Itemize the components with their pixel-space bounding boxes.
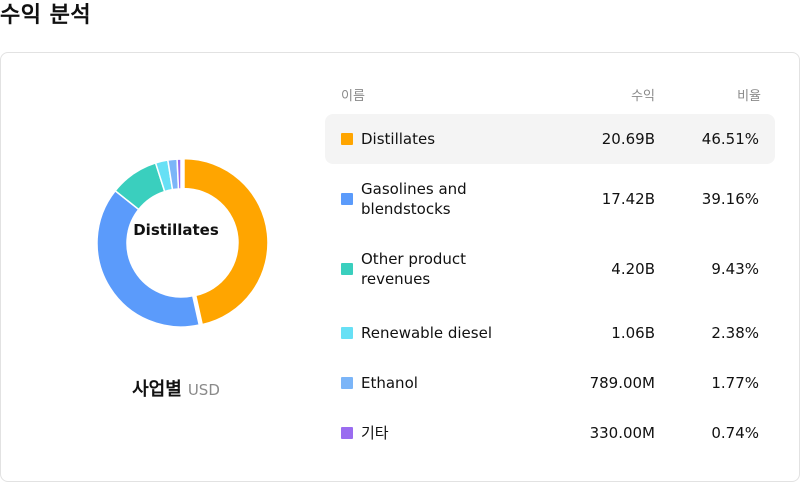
legend-swatch <box>341 133 353 145</box>
row-name: 기타 <box>361 424 389 442</box>
row-name: Other product revenues <box>361 250 467 288</box>
donut-center-label: Distillates <box>133 221 219 239</box>
row-revenue: 1.06B <box>611 324 655 342</box>
row-revenue: 4.20B <box>611 260 655 278</box>
row-revenue: 330.00M <box>589 424 655 442</box>
row-name: Ethanol <box>361 374 418 392</box>
chart-caption: 사업별 USD <box>1 375 351 401</box>
header-name: 이름 <box>341 89 365 104</box>
page-title: 수익 분석 <box>0 3 92 28</box>
header-share: 비율 <box>737 89 761 104</box>
row-revenue: 17.42B <box>601 190 655 208</box>
chart-caption-currency: USD <box>187 381 220 399</box>
row-share: 46.51% <box>701 130 759 148</box>
table-header: 이름 수익 비율 <box>325 85 777 105</box>
table-row[interactable]: Ethanol 789.00M 1.77% <box>325 358 775 408</box>
legend-swatch <box>341 193 353 205</box>
table-row[interactable]: Distillates 20.69B 46.51% <box>325 114 775 164</box>
table-row[interactable]: 기타 330.00M 0.74% <box>325 408 775 458</box>
row-share: 39.16% <box>701 190 759 208</box>
row-share: 0.74% <box>711 424 759 442</box>
row-name: Renewable diesel <box>361 324 492 342</box>
donut-slice[interactable] <box>176 158 182 190</box>
donut-chart[interactable]: Distillates <box>81 143 281 343</box>
revenue-card: Distillates 사업별 USD 이름 수익 비율 Distillates 2… <box>0 52 800 482</box>
header-revenue: 수익 <box>631 89 655 104</box>
table-row[interactable]: Gasolines and blendstocks 17.42B 39.16% <box>325 174 775 224</box>
row-name: Distillates <box>361 130 436 148</box>
donut-slice[interactable] <box>183 157 269 326</box>
revenue-table: 이름 수익 비율 Distillates 20.69B 46.51% Gasoline… <box>325 53 777 481</box>
row-name: Gasolines and blendstocks <box>361 180 467 218</box>
legend-swatch <box>341 263 353 275</box>
legend-swatch <box>341 377 353 389</box>
legend-swatch <box>341 427 353 439</box>
row-share: 2.38% <box>711 324 759 342</box>
row-revenue: 20.69B <box>601 130 655 148</box>
row-revenue: 789.00M <box>589 374 655 392</box>
table-row[interactable]: Other product revenues 4.20B 9.43% <box>325 244 775 294</box>
chart-caption-title: 사업별 <box>132 379 182 400</box>
legend-swatch <box>341 327 353 339</box>
row-share: 9.43% <box>711 260 759 278</box>
table-row[interactable]: Renewable diesel 1.06B 2.38% <box>325 308 775 358</box>
row-share: 1.77% <box>711 374 759 392</box>
donut-slice[interactable] <box>96 189 201 328</box>
